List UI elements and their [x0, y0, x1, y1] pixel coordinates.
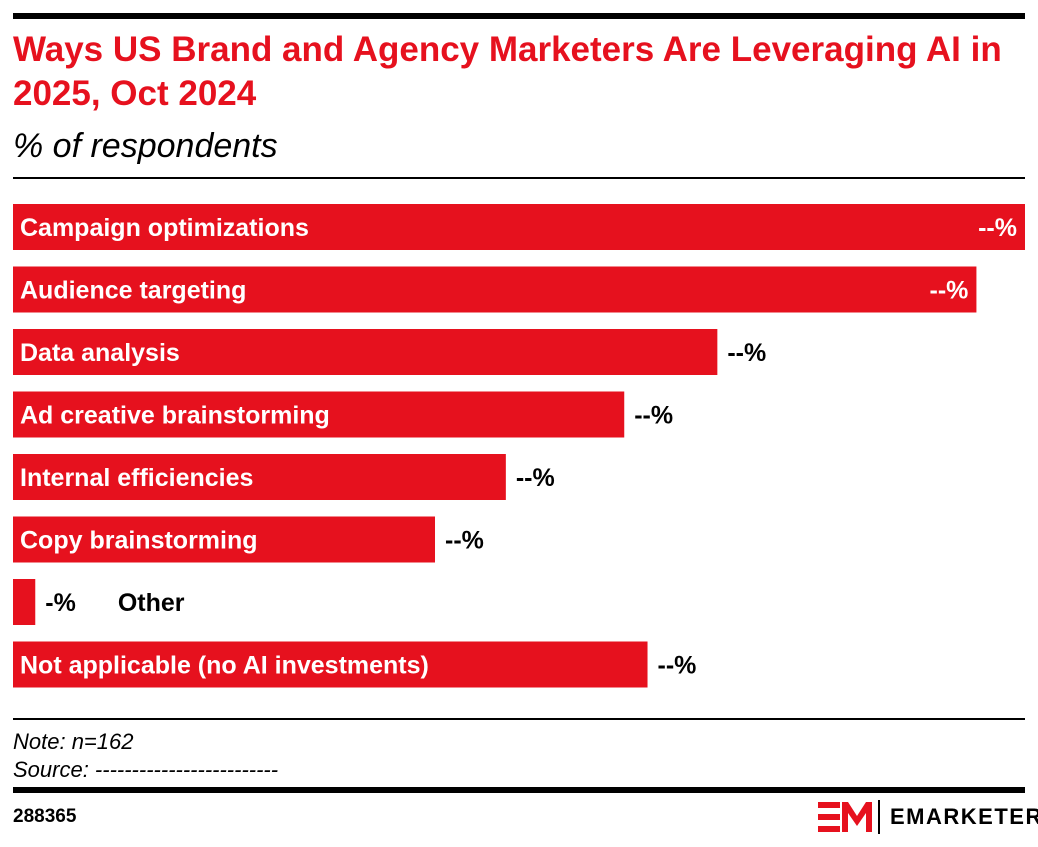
- chart-id: 288365: [13, 806, 77, 827]
- top-rule: [13, 13, 1025, 19]
- header-divider: [13, 177, 1025, 179]
- bar-campaign-optimizations: [13, 204, 1025, 250]
- value-label-audience-targeting: --%: [930, 277, 969, 305]
- emarketer-logo: EMARKETER: [818, 800, 1038, 834]
- em-logo-icon: [818, 802, 872, 832]
- chart-title: Ways US Brand and Agency Marketers Are L…: [13, 30, 1002, 113]
- bar-chart: Campaign optimizations --% Audience target…: [13, 204, 1025, 688]
- chart-note: Note: n=162: [13, 729, 134, 754]
- category-label-data-analysis: Data analysis: [20, 339, 180, 367]
- bar-not-applicable-no-ai-investments: [13, 641, 648, 688]
- bar-audience-targeting: [13, 266, 977, 313]
- logo-separator: [878, 800, 880, 834]
- value-label-not-applicable-no-ai-investments: --%: [658, 652, 697, 680]
- category-label-campaign-optimizations: Campaign optimizations: [20, 214, 309, 242]
- value-label-campaign-optimizations: --%: [978, 214, 1017, 242]
- value-label-other: -%: [45, 589, 76, 617]
- brand-name: EMARKETER: [890, 804, 1038, 829]
- category-label-copy-brainstorming: Copy brainstorming: [20, 527, 258, 555]
- chart-source: Source: -------------------------: [13, 757, 279, 782]
- value-label-copy-brainstorming: --%: [445, 527, 484, 555]
- bottom-rule: [13, 787, 1025, 793]
- bar-copy-brainstorming: [13, 516, 436, 563]
- chart-subtitle: % of respondents: [13, 127, 278, 165]
- category-label-other: Other: [118, 589, 185, 617]
- category-label-ad-creative-brainstorming: Ad creative brainstorming: [20, 402, 330, 430]
- value-label-data-analysis: --%: [727, 339, 766, 367]
- footer-divider: [13, 718, 1025, 720]
- category-label-audience-targeting: Audience targeting: [20, 277, 246, 305]
- bar-data-analysis: [13, 329, 718, 375]
- category-label-internal-efficiencies: Internal efficiencies: [20, 464, 253, 492]
- bar-ad-creative-brainstorming: [13, 391, 625, 438]
- bar-other: [13, 579, 36, 625]
- value-label-internal-efficiencies: --%: [516, 464, 555, 492]
- bar-internal-efficiencies: [13, 454, 506, 500]
- category-label-not-applicable-no-ai-investments: Not applicable (no AI investments): [20, 652, 429, 680]
- value-label-ad-creative-brainstorming: --%: [634, 402, 673, 430]
